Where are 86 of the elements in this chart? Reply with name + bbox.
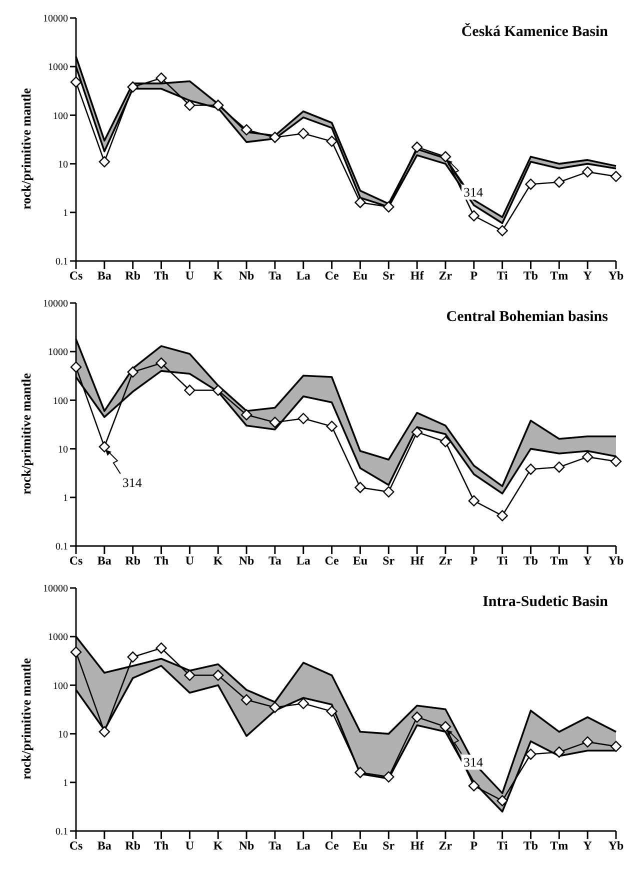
x-tick-label: Zr — [438, 838, 453, 853]
x-tick-label: Nb — [238, 268, 255, 283]
x-tick-label: P — [470, 554, 478, 568]
chart-title: Intra-Sudetic Basin — [482, 594, 608, 611]
y-tick-label: 10000 — [43, 14, 68, 25]
x-tick-label: Ta — [268, 554, 282, 568]
y-tick-label: 1 — [63, 208, 68, 219]
x-tick-label: K — [213, 838, 224, 853]
x-tick-label: La — [296, 554, 310, 568]
x-tick-label: U — [185, 554, 194, 568]
x-tick-label: Sr — [382, 838, 396, 853]
x-tick-label: Nb — [238, 838, 255, 853]
y-tick-label: 0.1 — [56, 826, 68, 838]
x-tick-label: Th — [154, 268, 169, 283]
x-tick-label: Ba — [97, 838, 112, 853]
chart-title: Central Bohemian basins — [446, 309, 608, 326]
y-tick-label: 1 — [63, 778, 68, 789]
x-tick-label: Rb — [125, 554, 141, 568]
x-tick-label: Tm — [550, 554, 568, 568]
x-tick-label: U — [185, 838, 194, 853]
x-tick-label: Eu — [352, 554, 368, 568]
x-tick-label: Y — [583, 554, 592, 568]
x-tick-label: Yb — [608, 554, 624, 568]
x-tick-label: P — [470, 268, 478, 283]
x-tick-label: Rb — [125, 838, 141, 853]
y-tick-label: 10 — [58, 159, 68, 170]
x-tick-label: Ce — [324, 838, 340, 853]
x-tick-label: Eu — [352, 838, 368, 853]
y-tick-label: 1000 — [48, 632, 68, 644]
x-tick-label: Y — [583, 268, 592, 283]
y-tick-label: 10 — [58, 444, 68, 456]
x-tick-label: Eu — [352, 268, 368, 283]
x-tick-label: Tm — [550, 838, 568, 853]
x-tick-label: Hf — [410, 554, 425, 568]
x-tick-label: Rb — [125, 268, 141, 283]
x-tick-label: Th — [154, 838, 169, 853]
x-tick-label: Hf — [410, 838, 425, 853]
y-tick-label: 1 — [63, 492, 68, 504]
x-tick-label: Yb — [608, 268, 624, 283]
x-tick-label: Tb — [523, 268, 538, 283]
x-tick-label: Ta — [268, 838, 282, 853]
x-tick-label: K — [213, 268, 224, 283]
x-tick-label: Y — [583, 838, 592, 853]
x-tick-label: Tb — [523, 554, 538, 568]
x-tick-label: Yb — [608, 838, 624, 853]
y-tick-label: 10000 — [43, 298, 68, 310]
annotation: 314 — [463, 184, 484, 200]
annotation: 314 — [122, 474, 142, 490]
y-tick-label: 1000 — [48, 62, 68, 74]
x-tick-label: Cs — [69, 268, 83, 283]
x-tick-label: Tb — [523, 838, 538, 853]
y-tick-label: 10 — [58, 729, 68, 740]
x-tick-label: Ce — [324, 554, 340, 568]
x-tick-label: K — [213, 554, 224, 568]
x-tick-label: Cs — [69, 554, 83, 568]
y-tick-label: 10000 — [43, 584, 68, 595]
x-tick-label: Ba — [97, 554, 112, 568]
y-tick-label: 100 — [53, 680, 68, 692]
x-tick-label: Sr — [382, 554, 396, 568]
x-tick-label: Ti — [496, 268, 509, 283]
x-tick-label: Hf — [410, 268, 425, 283]
x-tick-label: Ce — [324, 268, 340, 283]
x-tick-label: Zr — [438, 268, 453, 283]
y-tick-label: 100 — [53, 396, 68, 407]
x-tick-label: La — [296, 268, 310, 283]
y-axis-title: rock/primitive mantle — [18, 658, 34, 780]
x-tick-label: P — [470, 838, 478, 853]
x-tick-label: Cs — [69, 838, 83, 853]
y-tick-label: 1000 — [48, 347, 68, 358]
y-tick-label: 0.1 — [56, 256, 68, 268]
y-axis-title: rock/primitive mantle — [18, 372, 34, 494]
x-tick-label: U — [185, 268, 194, 283]
x-tick-label: Tm — [550, 268, 568, 283]
x-tick-label: Ti — [496, 554, 509, 568]
x-tick-label: Th — [154, 554, 169, 568]
chart-title: Česká Kamenice Basin — [461, 24, 608, 41]
y-axis-title: rock/primitive mantle — [18, 88, 34, 210]
x-tick-label: Ba — [97, 268, 112, 283]
x-tick-label: Sr — [382, 268, 396, 283]
x-tick-label: Ta — [268, 268, 282, 283]
y-tick-label: 0.1 — [56, 542, 68, 553]
x-tick-label: Nb — [238, 554, 255, 568]
y-tick-label: 100 — [53, 110, 68, 122]
x-tick-label: La — [296, 838, 310, 853]
x-tick-label: Ti — [496, 838, 509, 853]
x-tick-label: Zr — [438, 554, 453, 568]
